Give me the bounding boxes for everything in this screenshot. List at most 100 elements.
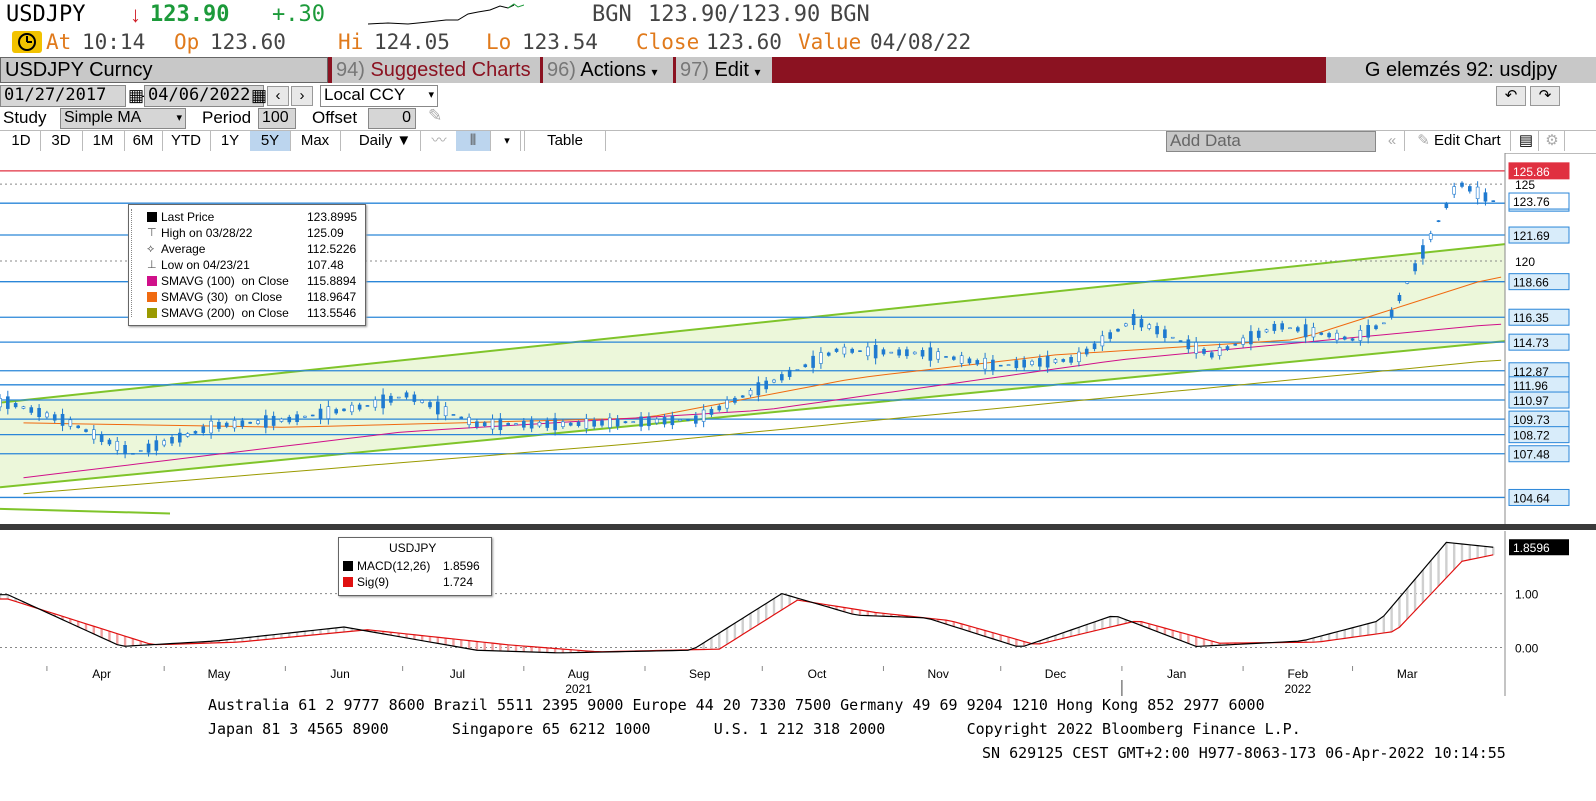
suggested-charts-menu[interactable]: 94) Suggested Charts — [332, 57, 540, 83]
trendline-upper[interactable] — [0, 243, 1506, 404]
price-candle — [1483, 192, 1488, 202]
macd-chart[interactable]: 0.00 1.00 1.8596 — [0, 531, 1596, 666]
signal-line[interactable] — [0, 554, 1494, 653]
range-button-1y[interactable]: 1Y — [210, 131, 251, 151]
price-candle — [553, 418, 557, 431]
price-candle — [1006, 364, 1011, 366]
price-candle — [1272, 323, 1277, 331]
price-candle — [396, 396, 401, 399]
redo-icon[interactable]: ↷ — [1530, 86, 1560, 106]
price-candle — [123, 445, 127, 455]
currency-select[interactable]: Local CCY ▾ — [320, 85, 438, 107]
high-value: 124.05 — [374, 30, 450, 54]
table-button[interactable]: Table — [524, 131, 606, 151]
range-button-1d[interactable]: 1D — [2, 131, 41, 151]
last-price: 123.90 — [150, 2, 230, 27]
prev-period-button[interactable]: ‹ — [267, 86, 289, 106]
price-level-label: 116.35 — [1513, 311, 1549, 325]
line-chart-icon[interactable]: 〰 — [422, 131, 457, 151]
period-input[interactable]: 100 — [258, 108, 296, 129]
price-candle — [967, 358, 972, 364]
price-candle — [1022, 359, 1026, 368]
panel-divider[interactable] — [0, 524, 1596, 530]
legend-row[interactable]: SMAVG (30) on Close 118.9647 — [133, 289, 361, 305]
macd-line[interactable] — [0, 541, 1494, 654]
price-candle — [670, 415, 675, 426]
range-button-6m[interactable]: 6M — [124, 131, 163, 151]
price-candle — [29, 407, 34, 413]
calendar-icon[interactable]: ▦ — [128, 86, 145, 105]
security-field[interactable]: USDJPY Curncy — [0, 57, 328, 83]
frequency-select[interactable]: Daily ▼ — [350, 131, 421, 151]
study-label: Study — [3, 108, 47, 127]
trendline-short[interactable] — [0, 507, 171, 515]
candle-chart-icon[interactable]: ⫴ — [456, 131, 491, 151]
gear-icon[interactable]: ⚙ — [1540, 131, 1565, 151]
actions-label: Actions — [580, 59, 646, 81]
price-candle — [576, 421, 581, 426]
price-candle — [209, 420, 213, 434]
price-candle — [381, 394, 385, 409]
ma-line-0[interactable] — [23, 276, 1502, 428]
trendline-lower[interactable] — [0, 340, 1506, 489]
legend-row[interactable]: MACD(12,26) 1.8596 — [343, 558, 489, 574]
range-button-max[interactable]: Max — [290, 131, 341, 151]
month-label: Feb — [1287, 667, 1308, 681]
price-level-tag: 118.66 — [1508, 273, 1570, 291]
price-candle — [365, 405, 370, 407]
chart-type-dropdown[interactable]: ▾ — [494, 131, 521, 151]
price-candle — [842, 346, 847, 355]
legend-value: 115.8894 — [307, 274, 357, 288]
edit-chart-button[interactable]: ✎ Edit Chart — [1408, 131, 1511, 151]
price-candle — [52, 414, 57, 421]
add-data-input[interactable]: Add Data — [1166, 131, 1376, 152]
price-candle — [1452, 186, 1456, 195]
price-candle — [1202, 348, 1206, 354]
price-candle — [256, 420, 260, 424]
legend-row[interactable]: Last Price 123.8995 — [133, 209, 361, 225]
month-label: Dec — [1045, 667, 1066, 681]
collapse-tree-icon[interactable] — [131, 209, 140, 317]
price-candle — [318, 408, 323, 420]
undo-icon[interactable]: ↶ — [1496, 86, 1526, 106]
price-candle — [107, 439, 112, 445]
range-button-1m[interactable]: 1M — [82, 131, 125, 151]
edit-menu[interactable]: 97) Edit ▾ — [676, 57, 772, 83]
price-level-tag: 116.35 — [1508, 308, 1570, 326]
price-candle — [1468, 186, 1472, 192]
ma-line-2[interactable] — [23, 359, 1502, 495]
date-axis: Apr May Jun Jul Aug Sep Oct Nov Dec Jan Feb Mar 2021… — [46, 666, 1506, 696]
chart-settings-icon[interactable]: ▤ — [1514, 131, 1539, 151]
range-button-5y[interactable]: 5Y — [250, 131, 291, 151]
offset-input[interactable]: 0 — [368, 108, 416, 129]
date-from-field[interactable]: 01/27/2017 — [0, 85, 126, 107]
actions-menu[interactable]: 96) Actions ▾ — [543, 57, 673, 83]
legend-value: 1.724 — [443, 575, 474, 589]
legend-row[interactable]: ⊥ Low on 04/23/21 107.48 — [133, 257, 361, 273]
legend-row[interactable]: ⟡ Average 112.5226 — [133, 241, 361, 257]
price-bars[interactable] — [0, 181, 1496, 459]
price-candle — [92, 429, 96, 440]
next-period-button[interactable]: › — [291, 86, 313, 106]
pencil-icon[interactable]: ✎ — [428, 106, 443, 125]
legend-swatch — [147, 292, 157, 302]
collapse-icon[interactable]: « — [1380, 131, 1405, 151]
price-candle — [1100, 335, 1105, 347]
date-to-field[interactable]: 04/06/2022 — [144, 85, 264, 107]
price-candle — [545, 420, 550, 428]
legend-row[interactable]: SMAVG (200) on Close 113.5546 — [133, 305, 361, 321]
study-select[interactable]: Simple MA ▾ — [60, 108, 186, 129]
range-button-ytd[interactable]: YTD — [162, 131, 211, 151]
calendar-icon[interactable]: ▦ — [251, 86, 268, 105]
price-candle — [975, 360, 980, 365]
price-candle — [1350, 338, 1355, 341]
price-candle — [37, 407, 41, 418]
legend-row[interactable]: SMAVG (100) on Close 115.8894 — [133, 273, 361, 289]
legend-row[interactable]: Sig(9) 1.724 — [343, 574, 489, 590]
legend-value: 123.8995 — [307, 210, 358, 224]
price-candle — [998, 364, 1003, 367]
legend-row[interactable]: ⊤ High on 03/28/22 125.09 — [133, 225, 361, 241]
price-candle — [389, 395, 393, 403]
range-button-3d[interactable]: 3D — [40, 131, 83, 151]
ma-line-1[interactable] — [23, 323, 1502, 479]
